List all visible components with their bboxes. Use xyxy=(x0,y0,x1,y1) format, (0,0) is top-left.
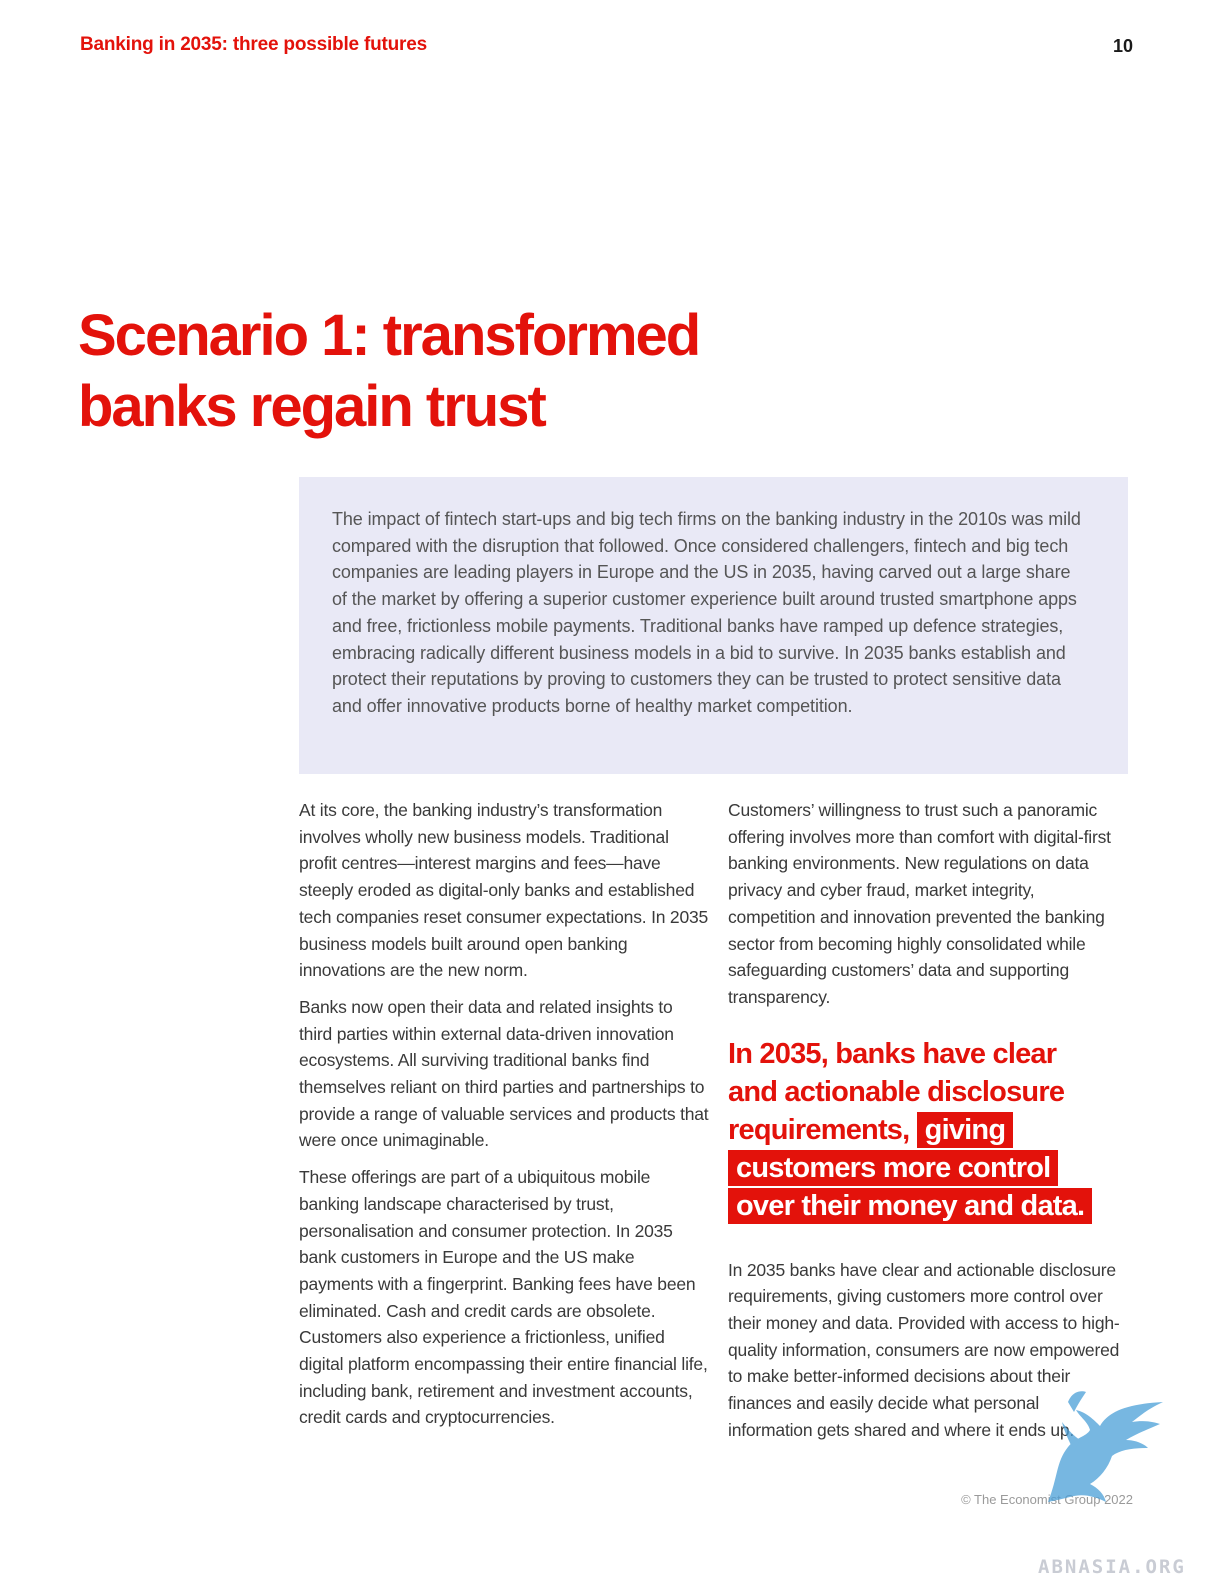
page-number: 10 xyxy=(1112,36,1133,56)
intro-box: The impact of fintech start-ups and big … xyxy=(299,477,1128,774)
intro-paragraph: The impact of fintech start-ups and big … xyxy=(332,509,1081,716)
pull-quote-text: In 2035, banks have clear and actionable… xyxy=(728,1037,1065,1146)
body-paragraph: These offerings are part of a ubiquitous… xyxy=(299,1167,708,1428)
left-column: At its core, the banking industry’s tran… xyxy=(299,797,709,1441)
griffin-icon xyxy=(1048,1391,1163,1502)
body-paragraph: Customers’ willingness to trust such a p… xyxy=(728,800,1111,1007)
running-header: Banking in 2035: three possible futures xyxy=(80,34,427,55)
body-paragraph: Banks now open their data and related in… xyxy=(299,996,709,1151)
body-paragraph: At its core, the banking industry’s tran… xyxy=(299,800,709,981)
page-title: Scenario 1: transformed banks regain tru… xyxy=(78,300,778,442)
page-title-line-1: Scenario 1: transformed xyxy=(78,303,701,368)
body-paragraph: In 2035 banks have clear and actionable … xyxy=(728,1259,1120,1440)
page-title-line-2: banks regain trust xyxy=(78,374,547,439)
right-column: Customers’ willingness to trust such a p… xyxy=(728,797,1123,1454)
pull-quote: In 2035, banks have clear and actionable… xyxy=(728,1035,1108,1225)
watermark-text: ABNASIA.ORG xyxy=(1038,1556,1186,1578)
